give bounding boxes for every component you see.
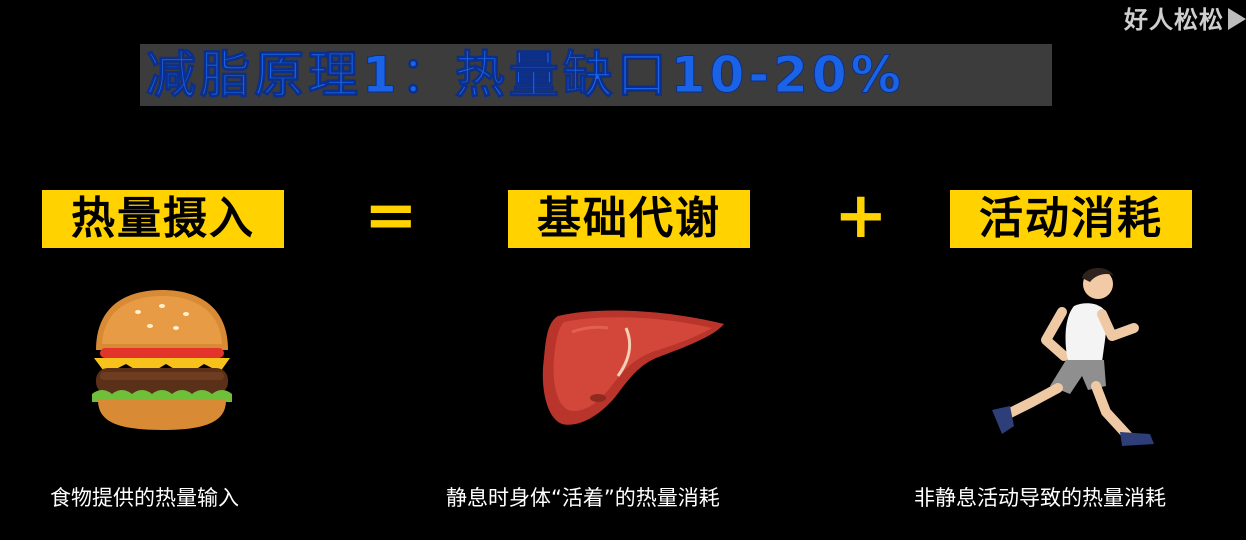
equals-sign: = bbox=[364, 179, 418, 253]
watermark: 好人松松 bbox=[1124, 6, 1224, 34]
caption-activity: 非静息活动导致的热量消耗 bbox=[914, 486, 1166, 510]
term-basal-metabolism: 基础代谢 bbox=[508, 190, 750, 248]
title-band bbox=[140, 44, 1052, 106]
runner-icon bbox=[992, 267, 1154, 446]
plus-sign: + bbox=[834, 179, 888, 253]
page-title: 减脂原理1：热量缺口10-20% bbox=[146, 46, 905, 105]
liver-icon bbox=[542, 310, 724, 425]
caption-basal-metabolism: 静息时身体“活着”的热量消耗 bbox=[446, 486, 720, 510]
play-mark-icon bbox=[1228, 8, 1246, 30]
term-activity-expenditure: 活动消耗 bbox=[950, 190, 1192, 248]
term-calorie-intake: 热量摄入 bbox=[42, 190, 284, 248]
caption-intake: 食物提供的热量输入 bbox=[50, 486, 239, 510]
hamburger-icon bbox=[92, 290, 232, 430]
